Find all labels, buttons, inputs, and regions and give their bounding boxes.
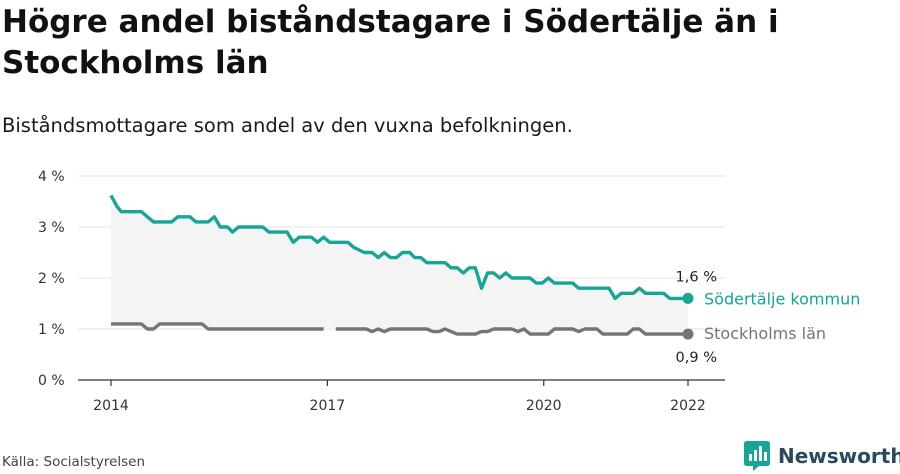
brand-logo: Newsworthy — [744, 441, 900, 471]
series-labels: Södertälje kommun 1,6 % Stockholms län 0,9 … — [676, 269, 861, 366]
y-tick-label: 4 % — [38, 169, 65, 185]
y-tick-label: 1 % — [38, 322, 65, 338]
source-note: Källa: Socialstyrelsen — [2, 454, 146, 470]
series-line-sodertalje — [109, 194, 688, 301]
brand-name: Newsworthy — [778, 444, 900, 468]
y-tick-label: 0 % — [38, 373, 65, 389]
y-axis: 0 % 1 % 2 % 3 % 4 % — [38, 169, 65, 389]
chart-title: Högre andel biståndstagare i Södertälje … — [2, 4, 779, 81]
series-name-sodertalje: Södertälje kommun — [704, 289, 860, 308]
series-line-stockholm-end-marker — [682, 328, 694, 340]
x-axis: 2014 2017 2020 2022 — [93, 380, 706, 414]
end-value-label-stockholm: 0,9 % — [676, 350, 717, 366]
newsworthy-logo-icon — [744, 441, 770, 471]
x-tick-label: 2014 — [93, 398, 129, 414]
series-name-stockholm: Stockholms län — [704, 324, 826, 343]
y-tick-label: 2 % — [38, 271, 65, 287]
end-value-label-sodertalje: 1,6 % — [676, 269, 717, 285]
area-between-series — [111, 195, 688, 335]
x-tick-label: 2017 — [310, 398, 346, 414]
chart-subtitle: Biståndsmottagare som andel av den vuxna… — [2, 114, 573, 137]
series-line-stockholm — [111, 322, 688, 336]
series-lines — [109, 194, 694, 340]
x-tick-label: 2020 — [526, 398, 562, 414]
series-line-sodertalje-end-marker — [682, 292, 694, 304]
x-tick-label: 2022 — [670, 398, 706, 414]
y-tick-label: 3 % — [38, 220, 65, 236]
